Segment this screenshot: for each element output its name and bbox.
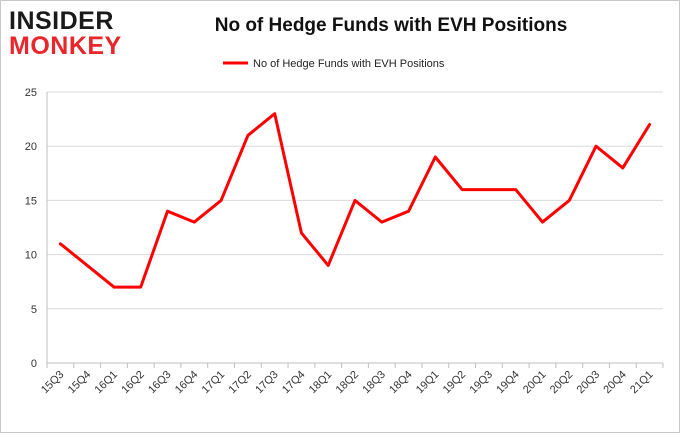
x-tick-label: 15Q3: [39, 369, 67, 397]
x-tick-label: 16Q1: [93, 369, 121, 397]
series-lines: [58, 112, 652, 289]
x-tick-label: 17Q4: [280, 369, 308, 397]
chart-title: No of Hedge Funds with EVH Positions: [214, 15, 568, 36]
x-tick-label: 19Q1: [414, 369, 442, 397]
x-tick-label: 18Q2: [334, 369, 362, 397]
y-tick-label: 20: [25, 141, 37, 153]
y-tick-label: 5: [31, 304, 37, 316]
x-tick-label: 16Q4: [173, 369, 201, 397]
x-tick-label: 21Q1: [628, 369, 656, 397]
axes: [46, 92, 664, 368]
y-tick-label: 0: [31, 358, 37, 370]
x-tick-label: 19Q4: [494, 369, 522, 397]
x-tick-label: 16Q3: [146, 369, 174, 397]
y-tick-label: 15: [25, 195, 37, 207]
y-tick-label: 10: [25, 250, 37, 262]
x-tick-label: 16Q2: [119, 369, 147, 397]
series-line: [58, 112, 652, 289]
y-axis-ticks: 0 5 10 15 20 25: [25, 87, 37, 370]
x-tick-label: 20Q2: [548, 369, 576, 397]
x-tick-label: 15Q4: [66, 369, 94, 397]
insider-monkey-logo: INSIDER MONKEY: [9, 7, 131, 60]
y-tick-label: 25: [25, 87, 37, 99]
x-tick-label: 18Q3: [360, 369, 388, 397]
x-tick-label: 17Q3: [253, 369, 281, 397]
x-tick-label: 20Q3: [575, 369, 603, 397]
x-axis-ticks: 15Q3 15Q4 16Q1 16Q2 16Q3 16Q4 17Q1 17Q2 17Q3 17Q4…: [39, 369, 656, 397]
x-tick-label: 17Q2: [226, 369, 254, 397]
legend-label: No of Hedge Funds with EVH Positions: [253, 58, 445, 70]
x-tick-label: 19Q3: [468, 369, 496, 397]
x-tick-label: 18Q4: [387, 369, 415, 397]
logo-line-2: MONKEY: [9, 32, 122, 60]
x-tick-label: 19Q2: [441, 369, 469, 397]
x-tick-label: 17Q1: [200, 369, 228, 397]
legend: No of Hedge Funds with EVH Positions: [223, 58, 445, 70]
x-tick-label: 18Q1: [307, 369, 335, 397]
x-tick-label: 20Q1: [521, 369, 549, 397]
x-tick-label: 20Q4: [601, 369, 629, 397]
logo-line-1: INSIDER: [9, 7, 114, 35]
